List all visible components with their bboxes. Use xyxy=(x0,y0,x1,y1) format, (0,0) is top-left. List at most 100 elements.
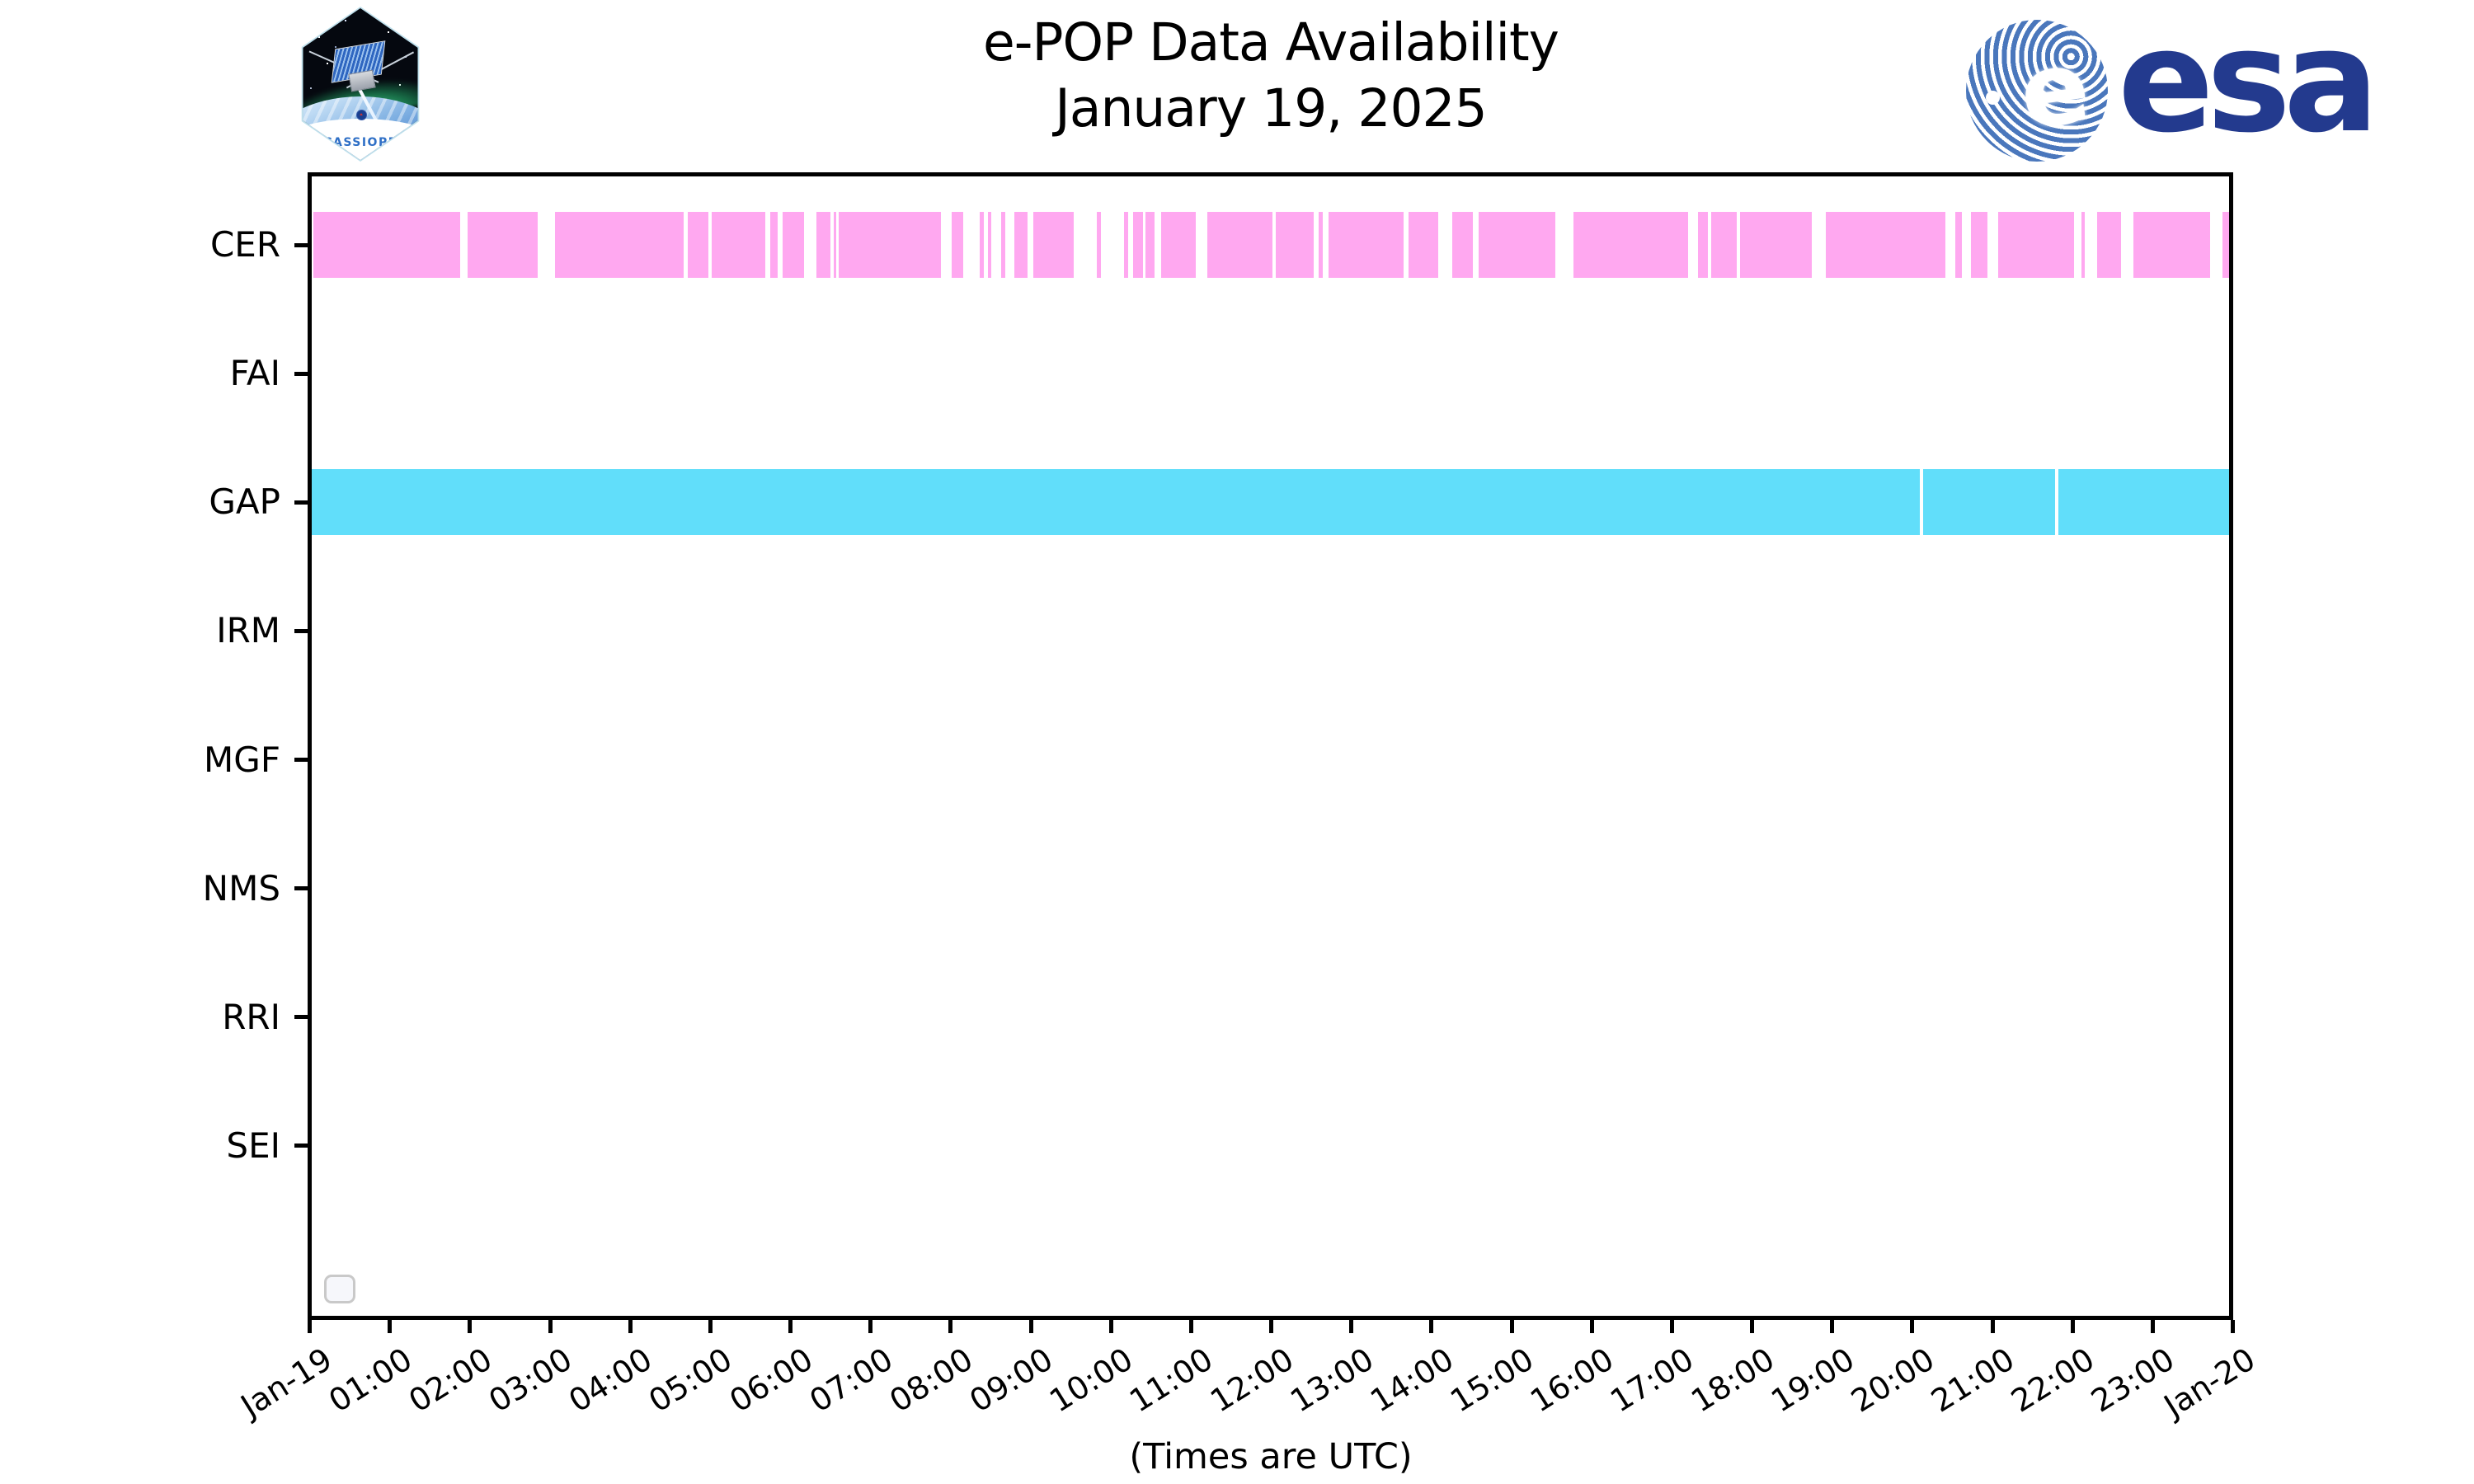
availability-segment-cer xyxy=(987,212,992,278)
x-tick xyxy=(1910,1320,1915,1333)
x-tick-label: 05:00 xyxy=(642,1341,739,1420)
availability-segment-cer xyxy=(1206,212,1273,278)
row-band-sei xyxy=(312,1113,2229,1179)
availability-segment-cer xyxy=(1740,212,1813,278)
x-tick-label: 17:00 xyxy=(1604,1341,1700,1420)
availability-segment-cer xyxy=(1001,212,1005,278)
availability-segment-cer xyxy=(688,212,708,278)
row-band-nms xyxy=(312,856,2229,922)
x-axis-caption: (Times are UTC) xyxy=(1129,1436,1413,1477)
x-tick xyxy=(1429,1320,1434,1333)
y-axis-label-gap: GAP xyxy=(209,481,280,523)
availability-segment-cer xyxy=(979,212,984,278)
x-tick xyxy=(1669,1320,1674,1333)
row-band-cer xyxy=(312,212,2229,278)
availability-segment-cer xyxy=(712,212,766,278)
x-tick xyxy=(1269,1320,1273,1333)
x-tick xyxy=(868,1320,873,1333)
availability-segment-cer xyxy=(1954,212,1963,278)
row-band-gap xyxy=(312,469,2229,536)
availability-segment-cer xyxy=(782,212,804,278)
y-tick xyxy=(294,1015,308,1020)
availability-segment-cer xyxy=(1971,212,1988,278)
availability-segment-cer xyxy=(833,212,837,278)
y-axis-label-rri: RRI xyxy=(222,996,280,1037)
availability-segment-cer xyxy=(1825,212,1946,278)
availability-segment-cer xyxy=(1276,212,1314,278)
availability-segment-cer xyxy=(1573,212,1689,278)
x-tick xyxy=(708,1320,713,1333)
x-tick-label: 06:00 xyxy=(722,1341,819,1420)
esa-wordmark: esa xyxy=(2118,0,2379,164)
x-tick xyxy=(788,1320,793,1333)
chart-title-block: e-POP Data Availability January 19, 2025 xyxy=(309,10,2232,142)
x-tick xyxy=(1990,1320,1995,1333)
x-tick-label: 20:00 xyxy=(1844,1341,1941,1420)
x-tick-label: 21:00 xyxy=(1925,1341,2021,1420)
y-tick xyxy=(294,758,308,763)
availability-segment-cer xyxy=(2081,212,2085,278)
availability-segment-cer xyxy=(1409,212,1438,278)
x-tick-label: 07:00 xyxy=(802,1341,899,1420)
x-tick xyxy=(308,1320,312,1333)
x-tick xyxy=(1028,1320,1033,1333)
y-tick xyxy=(294,242,308,247)
legend-box-empty xyxy=(324,1275,355,1303)
y-axis-label-cer: CER xyxy=(209,224,280,265)
x-tick-label: Jan-20 xyxy=(2157,1341,2261,1425)
x-tick-label: 12:00 xyxy=(1203,1341,1300,1420)
x-tick xyxy=(2070,1320,2075,1333)
y-tick xyxy=(294,628,308,633)
availability-segment-gap xyxy=(1922,469,2055,536)
availability-segment-cer xyxy=(1697,212,1709,278)
availability-segment-cer xyxy=(1998,212,2075,278)
availability-segment-cer xyxy=(1097,212,1102,278)
availability-segment-gap xyxy=(312,469,1921,536)
availability-segment-cer xyxy=(1014,212,1028,278)
availability-segment-cer xyxy=(839,212,942,278)
x-tick-label: 02:00 xyxy=(402,1341,499,1420)
availability-segment-cer xyxy=(1032,212,1075,278)
chart-subtitle: January 19, 2025 xyxy=(1055,78,1487,139)
availability-segment-cer xyxy=(1160,212,1197,278)
availability-segment-cer xyxy=(1452,212,1473,278)
x-tick xyxy=(1830,1320,1835,1333)
x-tick-label: 09:00 xyxy=(963,1341,1060,1420)
row-band-mgf xyxy=(312,727,2229,793)
plot-area xyxy=(308,172,2233,1320)
availability-segment-cer xyxy=(770,212,778,278)
x-tick xyxy=(948,1320,953,1333)
x-tick-label: 22:00 xyxy=(2005,1341,2101,1420)
x-tick xyxy=(1509,1320,1514,1333)
x-tick-label: 04:00 xyxy=(562,1341,659,1420)
x-tick xyxy=(2231,1320,2235,1333)
x-tick-label: 13:00 xyxy=(1283,1341,1380,1420)
availability-segment-cer xyxy=(1711,212,1738,278)
availability-segment-cer xyxy=(1124,212,1129,278)
csa-logo-icon xyxy=(356,110,367,121)
availability-segment-cer xyxy=(816,212,830,278)
y-tick xyxy=(294,1144,308,1148)
availability-segment-cer xyxy=(1329,212,1404,278)
availability-segment-cer xyxy=(2097,212,2122,278)
availability-segment-cer xyxy=(2133,212,2210,278)
availability-segment-cer xyxy=(467,212,539,278)
x-tick-label: 18:00 xyxy=(1684,1341,1780,1420)
x-tick xyxy=(1589,1320,1594,1333)
y-axis-label-sei: SEI xyxy=(226,1125,280,1166)
availability-segment-cer xyxy=(1132,212,1143,278)
x-tick-label: 14:00 xyxy=(1363,1341,1460,1420)
x-tick-label: 11:00 xyxy=(1123,1341,1220,1420)
y-tick xyxy=(294,500,308,505)
availability-segment-cer xyxy=(1318,212,1324,278)
chart-title: e-POP Data Availability xyxy=(983,12,1559,73)
availability-segment-cer xyxy=(951,212,963,278)
y-axis-label-irm: IRM xyxy=(216,610,280,651)
y-axis-label-nms: NMS xyxy=(202,867,280,909)
x-tick-label: 19:00 xyxy=(1764,1341,1860,1420)
y-axis-label-fai: FAI xyxy=(229,353,280,394)
x-tick xyxy=(1349,1320,1354,1333)
cassiope-patch-label: CASSIOPE xyxy=(323,136,397,150)
x-tick-label: 15:00 xyxy=(1444,1341,1540,1420)
